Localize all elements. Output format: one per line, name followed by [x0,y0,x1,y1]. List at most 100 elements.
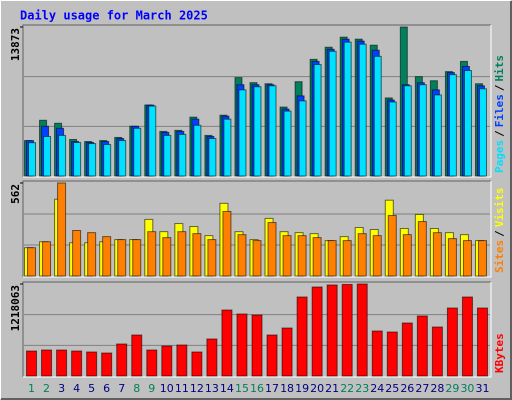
legend-entry: Sites [493,240,506,273]
x-tick-label: 9 [148,382,155,395]
bar [132,239,142,277]
bar [221,309,233,377]
bar [223,118,232,177]
bar [298,100,307,177]
bar [417,221,427,277]
bar [328,50,337,177]
x-tick-label: 17 [265,382,279,395]
x-tick-label: 12 [190,382,204,395]
x-tick-label: 6 [103,382,110,395]
x-tick-label: 8 [133,382,140,395]
bar [326,284,338,377]
bar [57,182,67,277]
bar [116,343,128,377]
bar [477,240,487,277]
bar [343,41,352,177]
x-tick-label: 19 [295,382,309,395]
bar [312,237,322,277]
bar [176,344,188,377]
bar [462,240,472,277]
bar [282,235,292,277]
x-tick-label: 24 [370,382,384,395]
plot-bevel-light [23,282,492,378]
bar [266,334,278,377]
x-tick-label: 13 [205,382,219,395]
x-tick-label: 22 [340,382,354,395]
bar [88,143,97,177]
legend-separator: / [493,230,506,237]
x-tick-label: 2 [43,382,50,395]
bar [357,233,367,277]
bar [207,239,217,277]
bar [72,229,82,277]
x-tick-label: 29 [445,382,459,395]
bar [103,144,112,177]
bar [102,236,112,277]
legend-separator: / [493,130,506,137]
bar [268,85,277,177]
legend: KBytes [493,333,506,373]
bar [161,345,173,377]
bar [178,133,187,177]
bar [403,85,412,177]
bar [237,234,247,277]
x-tick-label: 4 [73,382,80,395]
bar [73,141,82,177]
bar [147,231,157,277]
bar [416,315,428,377]
legend: Pages / Files / Hits [493,55,506,173]
bar [101,352,113,377]
x-tick-label: 10 [160,382,174,395]
bar [401,322,413,377]
bar [447,238,457,277]
bar [431,326,443,377]
bar [296,296,308,377]
y-tick-label: 562 [9,184,22,204]
bar [191,351,203,377]
bar [41,349,53,377]
plot-bevel-dark [22,24,491,177]
bar [192,233,202,277]
bar [388,101,397,177]
legend-entry: Visits [493,188,506,228]
bar [42,241,52,277]
bar [327,240,337,277]
x-tick-label: 14 [220,382,234,395]
x-tick-label: 5 [88,382,95,395]
bar [28,142,37,177]
bar [448,74,457,177]
bar [27,247,37,277]
bar [208,138,217,177]
bar [446,307,458,377]
x-tick-label: 18 [280,382,294,395]
bar [386,331,398,377]
bar [313,64,322,177]
plot-bevel-light [23,181,492,278]
bar [476,307,488,377]
x-tick-label: 30 [460,382,474,395]
x-tick-label: 26 [400,382,414,395]
bar [311,286,323,377]
bar [148,105,157,177]
bar [56,349,68,377]
x-tick-label: 15 [235,382,249,395]
bar [373,55,382,177]
bar [252,240,262,277]
bar [238,89,247,177]
bar [58,134,67,177]
bar [356,283,368,377]
x-tick-label: 20 [310,382,324,395]
plot-bevel-light [23,25,492,178]
legend-entry: Pages [493,140,506,173]
bar [463,70,472,177]
bar [26,350,38,377]
x-tick-label: 21 [325,382,339,395]
y-tick-label: 13873 [9,28,22,61]
x-tick-label: 27 [415,382,429,395]
bar [281,327,293,377]
bar [163,134,172,177]
legend-entry: Files [493,94,506,127]
bar [432,232,442,277]
plot-bevel-dark [22,180,491,277]
y-tick-label: 1218063 [9,285,22,331]
